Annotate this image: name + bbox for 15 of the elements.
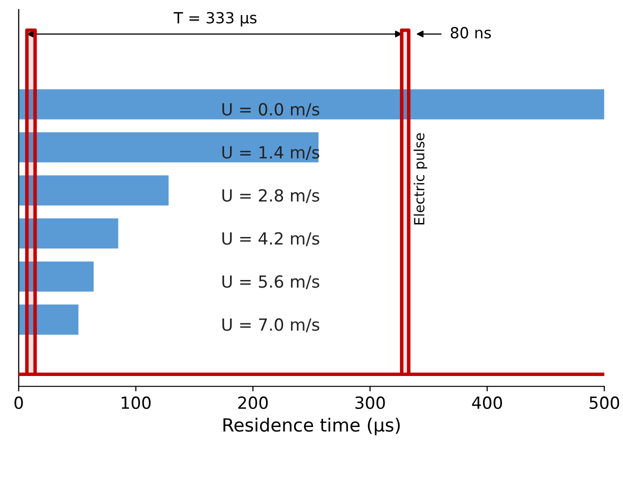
y-tick-label: U = 2.8 m/s [222,189,320,204]
x-tick-label: 200 [238,396,268,409]
x-axis-title: Residence time (µs) [223,418,400,436]
x-tick-label: 100 [122,396,151,409]
y-tick-label: U = 5.6 m/s [222,275,320,290]
x-tick-label: 500 [590,396,620,409]
x-tick-label: 0 [14,396,23,409]
x-tick-label: 400 [472,396,502,409]
annotation: Electric pulse [414,133,428,224]
text: 80 ns [450,26,491,38]
y-tick-label: U = 4.2 m/s [222,232,320,246]
x-tick-label: 300 [355,396,385,409]
y-tick-label: U = 7.0 m/s [222,318,320,332]
y-tick-label: U = 0.0 m/s [222,102,320,117]
text: T = 333 µs [174,12,256,26]
